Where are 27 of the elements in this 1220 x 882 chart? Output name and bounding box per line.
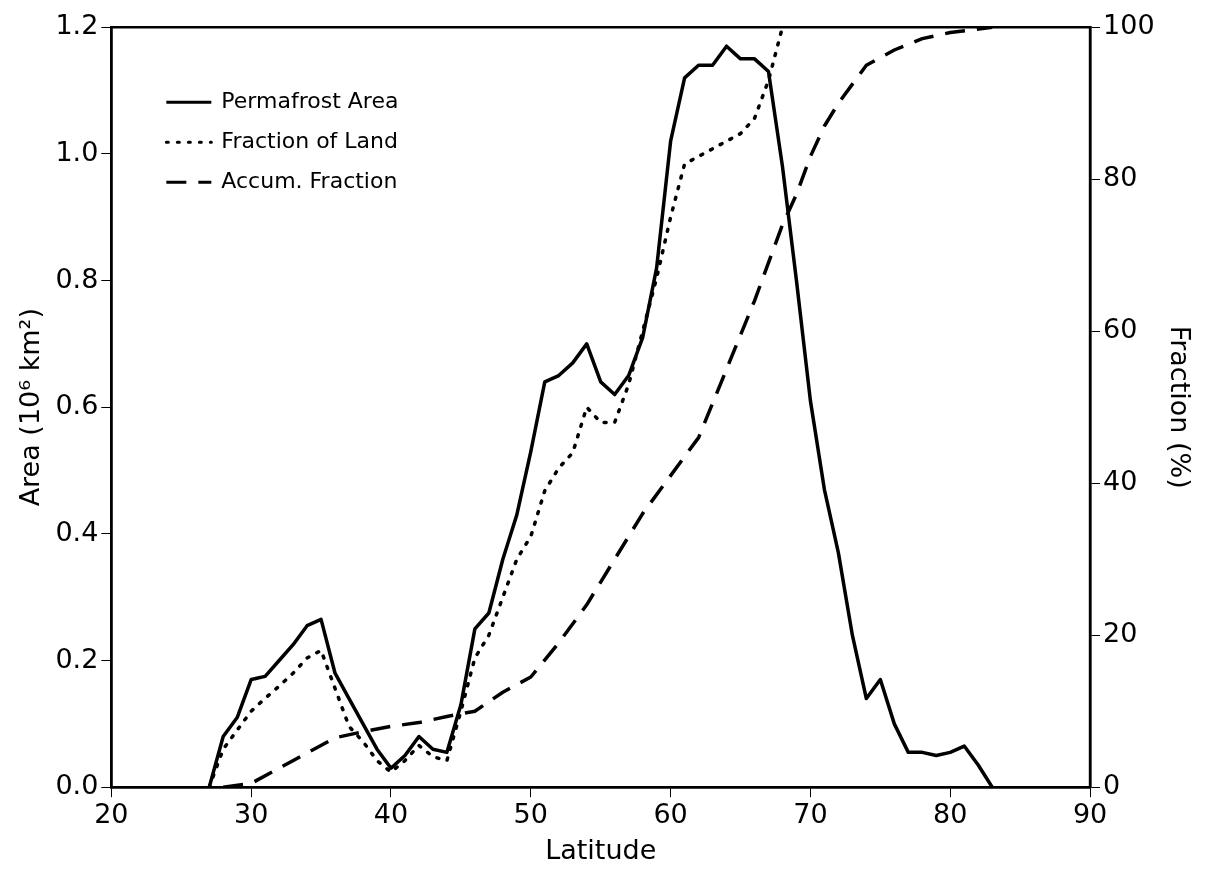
y2-tick-label: 60: [1103, 313, 1138, 345]
y-tick-label: 0.4: [55, 515, 99, 547]
y-tick-label: 0.2: [55, 642, 99, 674]
legend-label: Accum. Fraction: [221, 167, 398, 193]
x-tick-label: 50: [513, 798, 548, 830]
y-tick-label: 1.0: [55, 135, 99, 167]
x-tick-label: 20: [94, 798, 129, 830]
y2-tick-label: 40: [1103, 465, 1138, 497]
y-axis-title: Area (10⁶ km²): [14, 308, 46, 507]
y2-tick-label: 20: [1103, 617, 1138, 649]
x-tick-label: 60: [653, 798, 688, 830]
x-tick-label: 40: [373, 798, 409, 830]
legend-label: Permafrost Area: [221, 87, 399, 113]
y2-tick-label: 100: [1103, 9, 1155, 41]
y2-tick-label: 80: [1103, 161, 1138, 193]
y2-tick-label: 0: [1103, 769, 1121, 801]
x-tick-label: 80: [933, 798, 968, 830]
x-tick-label: 90: [1072, 798, 1108, 830]
y-tick-label: 0.0: [55, 769, 99, 801]
y2-axis-title: Fraction (%): [1164, 325, 1196, 489]
y-tick-label: 1.2: [55, 9, 99, 41]
x-tick-label: 70: [793, 798, 828, 830]
x-axis-title: Latitude: [545, 833, 657, 865]
y-tick-label: 0.6: [55, 389, 99, 421]
legend-label: Fraction of Land: [221, 127, 398, 153]
x-tick-label: 30: [233, 798, 269, 830]
y-tick-label: 0.8: [55, 262, 99, 294]
